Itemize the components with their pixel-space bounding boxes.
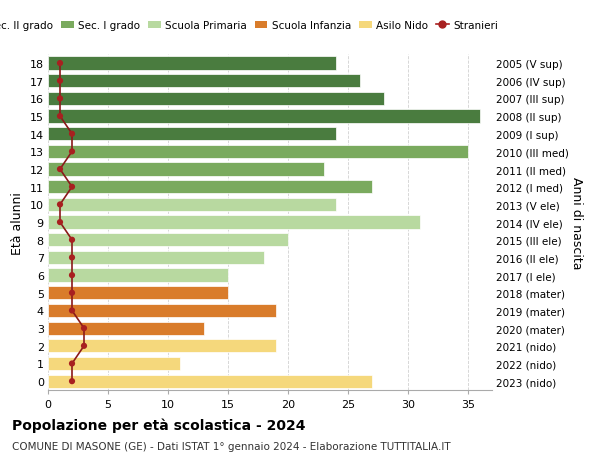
Bar (48, 181, 372, 194)
Point (67, 307, 77, 314)
Point (67, 360, 77, 367)
Bar (48, 57, 336, 71)
Point (67, 184, 77, 191)
Point (67, 148, 77, 156)
Point (55, 78, 65, 85)
Bar (48, 198, 336, 212)
Y-axis label: Età alunni: Età alunni (11, 191, 24, 254)
Y-axis label: Anni di nascita: Anni di nascita (570, 176, 583, 269)
Point (79, 342, 89, 350)
Bar (48, 286, 228, 300)
Legend: Sec. II grado, Sec. I grado, Scuola Primaria, Scuola Infanzia, Asilo Nido, Stran: Sec. II grado, Sec. I grado, Scuola Prim… (0, 17, 502, 35)
Bar (48, 322, 204, 335)
Point (55, 166, 65, 174)
Text: Popolazione per età scolastica - 2024: Popolazione per età scolastica - 2024 (12, 418, 305, 432)
Bar (48, 269, 228, 282)
Bar (48, 234, 288, 247)
Point (67, 378, 77, 385)
Bar (48, 75, 360, 88)
Bar (48, 357, 180, 370)
Bar (48, 93, 384, 106)
Bar (48, 110, 480, 123)
Point (67, 236, 77, 244)
Bar (48, 146, 468, 159)
Bar (48, 128, 336, 141)
Point (67, 272, 77, 279)
Point (55, 113, 65, 120)
Point (67, 290, 77, 297)
Bar (48, 304, 276, 318)
Point (55, 202, 65, 209)
Bar (48, 216, 420, 229)
Point (55, 95, 65, 103)
Bar (48, 340, 276, 353)
Point (55, 60, 65, 67)
Point (67, 131, 77, 138)
Bar (48, 251, 264, 264)
Bar (48, 163, 324, 176)
Text: COMUNE DI MASONE (GE) - Dati ISTAT 1° gennaio 2024 - Elaborazione TUTTITALIA.IT: COMUNE DI MASONE (GE) - Dati ISTAT 1° ge… (12, 441, 451, 451)
Bar (48, 375, 372, 388)
Point (79, 325, 89, 332)
Point (67, 254, 77, 262)
Point (55, 219, 65, 226)
